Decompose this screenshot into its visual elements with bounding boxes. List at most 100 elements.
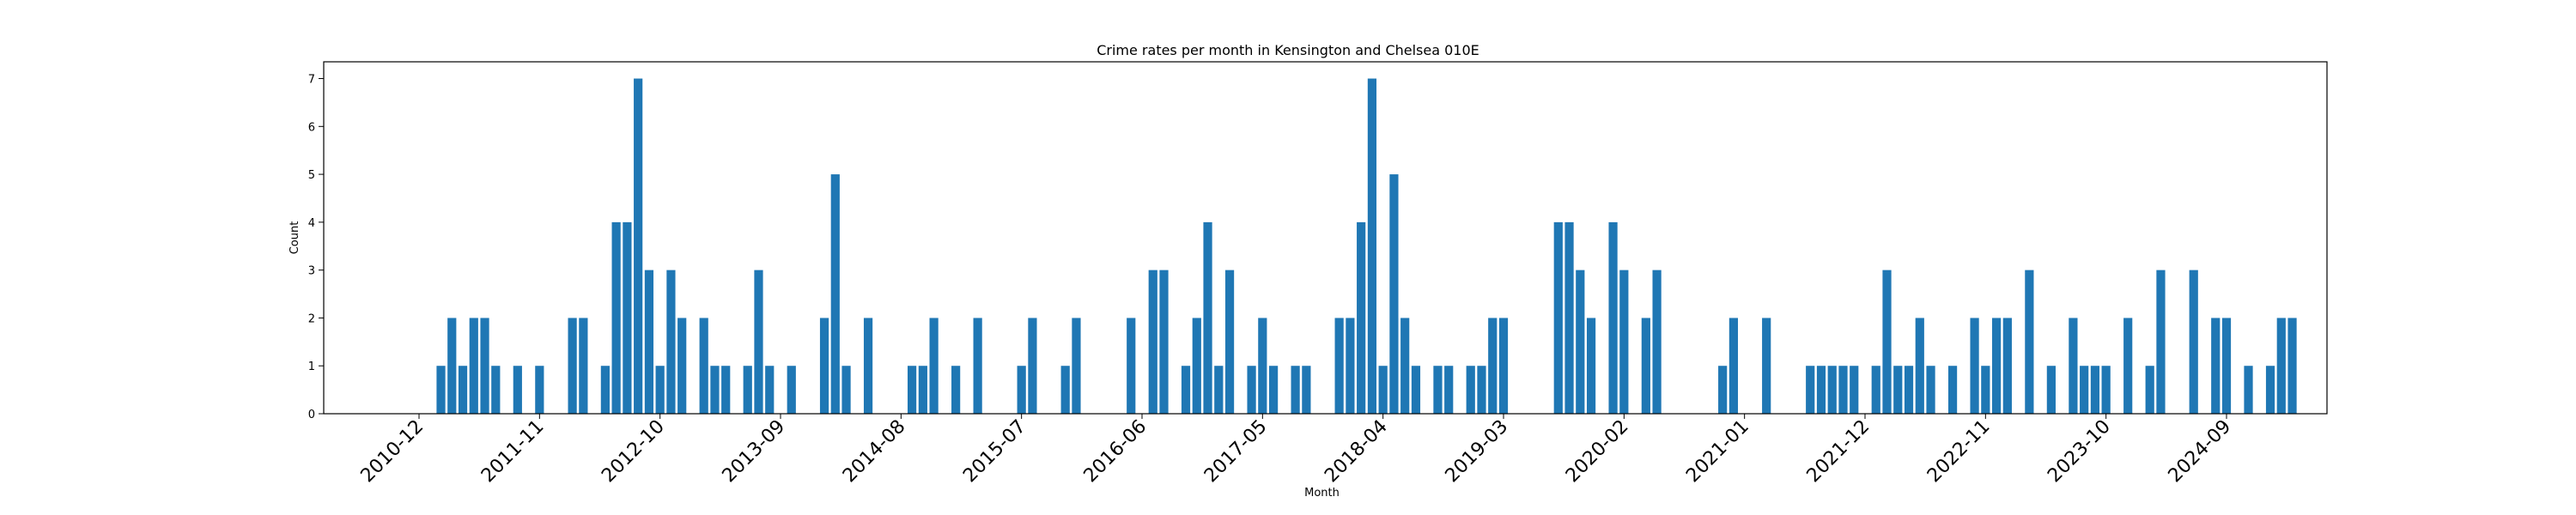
x-tick-label: 2012-10 [598, 416, 669, 488]
bar-2019-08 [1553, 221, 1563, 414]
bar-2018-12 [1466, 366, 1475, 414]
x-tick-label: 2021-01 [1682, 416, 1753, 488]
bar-2022-06 [1926, 366, 1935, 414]
bar-2014-01 [819, 318, 829, 414]
bar-2022-03 [1893, 366, 1903, 414]
y-tick-label: 2 [308, 312, 315, 325]
bar-2024-03 [2156, 270, 2166, 414]
bar-2025-01 [2265, 366, 2275, 414]
bar-2016-10 [1181, 366, 1191, 414]
bar-2011-04 [458, 366, 468, 414]
bar-2014-11 [929, 318, 939, 414]
bar-2021-07 [1806, 366, 1815, 414]
bar-2023-08 [2080, 366, 2089, 414]
plot-frame [323, 61, 2328, 415]
bar-2019-03 [1498, 318, 1509, 414]
bar-2023-10 [2101, 366, 2111, 414]
x-tick-label: 2013-09 [719, 416, 790, 488]
bar-2013-08 [765, 366, 775, 414]
bar-2015-08 [1028, 318, 1037, 414]
bar-2016-12 [1203, 221, 1212, 414]
x-tick-label: 2018-04 [1321, 416, 1392, 488]
bar-2012-07 [623, 221, 632, 414]
bar-2012-06 [611, 221, 621, 414]
x-tick-label: 2016-06 [1080, 416, 1151, 488]
bar-2020-01 [1608, 221, 1618, 414]
bar-2021-08 [1816, 366, 1826, 414]
bar-2014-02 [830, 174, 840, 414]
bar-2024-11 [2244, 366, 2253, 414]
bar-2021-10 [1838, 366, 1848, 414]
bar-2012-03 [579, 318, 588, 414]
y-tick-label: 5 [308, 169, 315, 182]
y-tick-label: 6 [308, 121, 315, 134]
bar-2023-09 [2090, 366, 2100, 414]
bar-2019-11 [1586, 318, 1596, 414]
y-tick-label: 0 [308, 409, 315, 421]
y-tick-label: 3 [308, 265, 315, 278]
bar-2011-02 [436, 366, 446, 414]
bar-2011-06 [480, 318, 489, 414]
bar-2022-04 [1904, 366, 1914, 414]
bar-2024-02 [2145, 366, 2154, 414]
bar-2018-01 [1346, 318, 1355, 414]
bar-2024-08 [2211, 318, 2221, 414]
x-tick-label: 2023-10 [2044, 416, 2115, 488]
bar-2013-02 [699, 318, 708, 414]
bar-2023-07 [2069, 318, 2078, 414]
bar-2022-01 [1871, 366, 1880, 414]
x-axis: 2010-12 2011-11 2012-10 2013-09 2014-08 2015-… [357, 414, 2236, 488]
bar-2012-10 [655, 366, 665, 414]
bar-2015-11 [1060, 366, 1070, 414]
bar-2015-03 [973, 318, 982, 414]
bar-2018-04 [1378, 366, 1388, 414]
bar-2023-01 [2002, 318, 2012, 414]
bar-2016-08 [1159, 270, 1169, 414]
bar-2012-09 [644, 270, 654, 414]
bar-2012-11 [666, 270, 676, 414]
bar-2021-11 [1850, 366, 1859, 414]
bar-2014-05 [863, 318, 873, 414]
bar-2020-05 [1652, 270, 1662, 414]
bar-2014-10 [918, 366, 927, 414]
bar-2022-08 [1947, 366, 1958, 414]
bar-2012-05 [600, 366, 610, 414]
bar-2012-12 [677, 318, 687, 414]
bar-2013-04 [721, 366, 731, 414]
bar-2018-09 [1433, 366, 1443, 414]
bar-2023-12 [2123, 318, 2133, 414]
bar-2023-05 [2046, 366, 2056, 414]
bar-2011-11 [535, 366, 544, 414]
bar-2015-07 [1017, 366, 1026, 414]
bar-2015-01 [951, 366, 961, 414]
bar-2018-02 [1357, 221, 1366, 414]
bar-2017-09 [1302, 366, 1311, 414]
bar-2013-03 [710, 366, 720, 414]
bar-2011-05 [469, 318, 478, 414]
y-axis-label: Count [289, 221, 301, 255]
bar-2014-09 [907, 366, 917, 414]
bar-2017-04 [1247, 366, 1256, 414]
bar-2019-01 [1477, 366, 1486, 414]
bar-2012-08 [634, 78, 643, 415]
bar-2015-12 [1072, 318, 1081, 414]
x-tick-label: 2015-07 [959, 416, 1030, 488]
bar-2024-09 [2221, 318, 2232, 414]
bar-2013-10 [787, 366, 796, 414]
bar-2018-03 [1367, 78, 1377, 415]
x-tick-label: 2024-09 [2165, 416, 2236, 488]
bar-2020-11 [1718, 366, 1728, 414]
bar-2019-09 [1564, 221, 1574, 414]
bar-2018-05 [1389, 174, 1399, 414]
x-tick-label: 2014-08 [839, 416, 910, 488]
bar-2011-09 [513, 366, 522, 414]
x-tick-label: 2011-11 [477, 416, 549, 488]
bars-group [436, 78, 2297, 415]
bar-2022-02 [1882, 270, 1892, 414]
bar-2025-03 [2287, 318, 2297, 414]
bar-2020-02 [1619, 270, 1629, 414]
x-axis-label: Month [1304, 487, 1340, 500]
bar-2017-02 [1224, 270, 1235, 414]
y-axis: 0 1 2 3 4 5 6 7 [308, 74, 324, 421]
bar-2013-06 [743, 366, 752, 414]
